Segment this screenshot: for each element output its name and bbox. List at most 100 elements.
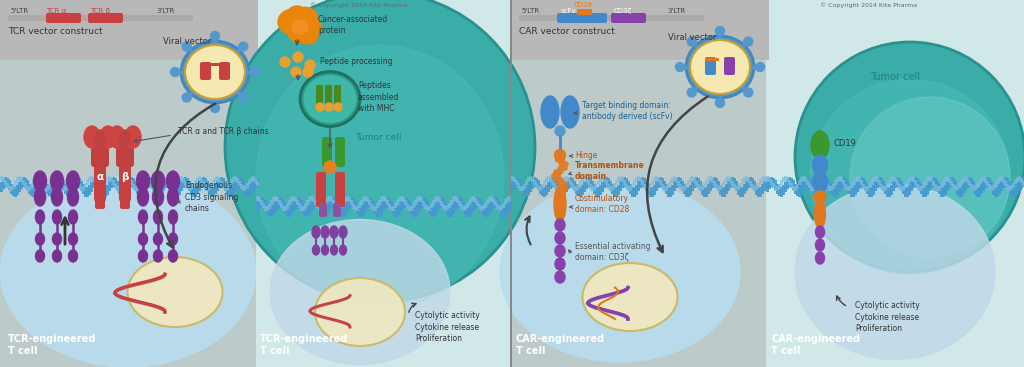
Bar (310, 196, 312, 201)
Bar (691, 181, 693, 191)
Bar (166, 177, 169, 187)
Bar (888, 187, 891, 197)
Bar (152, 181, 155, 191)
Bar (392, 204, 394, 214)
Bar (627, 186, 630, 191)
Ellipse shape (810, 80, 1010, 275)
Bar (382, 196, 384, 201)
Text: TCR α and TCR β chains: TCR α and TCR β chains (178, 127, 268, 137)
Bar (406, 204, 409, 209)
Bar (790, 178, 793, 188)
Bar (511, 176, 513, 181)
Bar (623, 180, 626, 185)
Bar (418, 201, 421, 211)
Bar (336, 206, 339, 211)
FancyBboxPatch shape (335, 172, 345, 207)
Bar (300, 206, 302, 211)
Bar (406, 198, 409, 208)
Bar (438, 198, 440, 208)
Bar (961, 179, 963, 185)
Bar (408, 201, 411, 211)
Bar (729, 178, 731, 183)
Bar (258, 197, 260, 202)
Bar (753, 186, 756, 191)
Bar (882, 181, 885, 191)
Bar (850, 184, 853, 189)
Bar (990, 186, 992, 191)
Bar (733, 184, 735, 189)
Bar (202, 177, 205, 187)
Ellipse shape (153, 188, 164, 206)
Bar (936, 186, 939, 191)
Bar (513, 177, 515, 182)
Ellipse shape (239, 93, 248, 102)
Bar (741, 187, 743, 197)
Bar (629, 186, 632, 190)
Bar (715, 184, 718, 189)
Ellipse shape (500, 182, 740, 362)
Bar (70, 177, 73, 182)
Bar (438, 197, 440, 203)
Bar (468, 207, 470, 217)
Bar (723, 179, 725, 185)
Ellipse shape (67, 171, 80, 191)
Bar (222, 178, 224, 188)
Bar (142, 185, 144, 195)
Bar (362, 197, 365, 202)
Bar (334, 204, 337, 208)
Bar (248, 179, 251, 184)
Bar (212, 187, 214, 197)
Bar (910, 176, 912, 181)
FancyBboxPatch shape (319, 203, 327, 217)
Text: Hinge: Hinge (575, 150, 597, 160)
Bar (958, 187, 961, 197)
Bar (599, 185, 601, 195)
Bar (242, 181, 245, 191)
Bar (697, 178, 699, 188)
Bar (868, 184, 870, 188)
Bar (458, 197, 461, 207)
Bar (1018, 181, 1021, 191)
Bar (761, 177, 764, 182)
Bar (816, 187, 818, 197)
Bar (743, 177, 745, 182)
Bar (298, 198, 300, 208)
Bar (120, 184, 123, 188)
Bar (430, 203, 432, 208)
Bar (808, 184, 811, 188)
Bar (834, 180, 837, 185)
Bar (472, 201, 474, 211)
Bar (972, 186, 975, 191)
Bar (517, 178, 519, 188)
Bar (488, 197, 490, 202)
Bar (529, 182, 531, 192)
Bar (685, 183, 687, 188)
Bar (14, 187, 16, 197)
Bar (878, 180, 881, 185)
Bar (214, 177, 216, 182)
Bar (498, 206, 501, 211)
Bar (866, 186, 868, 191)
Ellipse shape (169, 210, 177, 224)
Bar (741, 179, 743, 185)
Bar (717, 186, 720, 191)
Ellipse shape (555, 219, 565, 231)
Bar (306, 207, 308, 217)
Bar (988, 178, 990, 188)
Bar (386, 200, 388, 206)
Bar (749, 181, 752, 186)
Ellipse shape (815, 226, 824, 238)
Bar (896, 177, 898, 187)
Bar (587, 180, 590, 185)
Bar (719, 185, 722, 190)
Bar (986, 181, 988, 186)
Bar (374, 204, 377, 214)
Bar (176, 187, 178, 197)
Bar (302, 206, 304, 211)
Bar (4, 180, 6, 185)
Bar (575, 186, 578, 191)
Bar (356, 204, 358, 214)
Bar (575, 184, 578, 194)
Bar (810, 181, 812, 190)
Bar (84, 184, 86, 189)
